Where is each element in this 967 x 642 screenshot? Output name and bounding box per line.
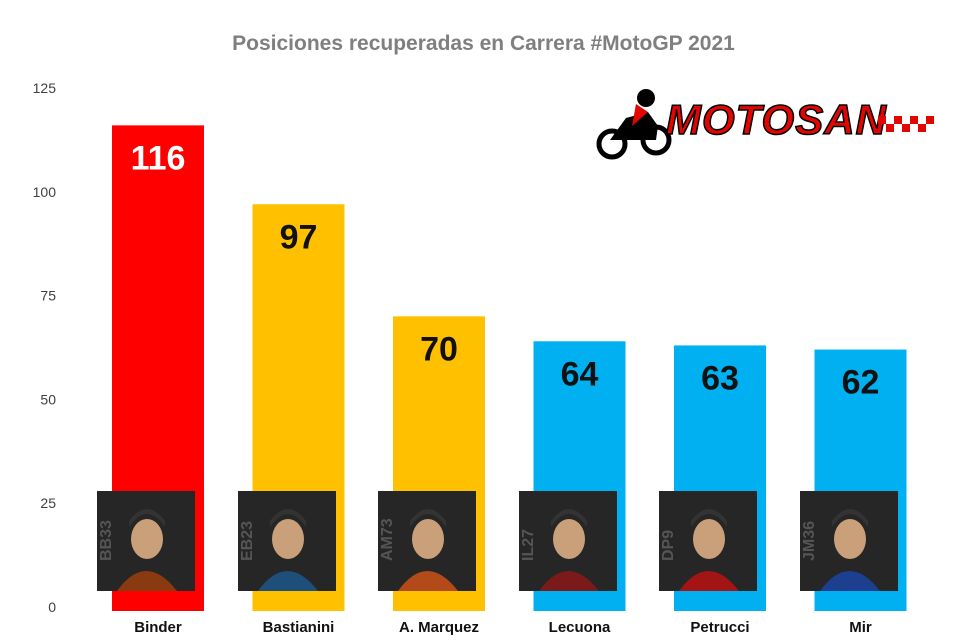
rider-number: BB33 bbox=[98, 520, 115, 561]
rider-number: JM36 bbox=[801, 521, 818, 561]
motosan-logo: MOTOSAN bbox=[596, 82, 946, 162]
rider-number: AM73 bbox=[379, 518, 396, 561]
bar-value-label: 116 bbox=[131, 139, 186, 177]
logo-text: MOTOSAN bbox=[665, 95, 887, 144]
category-label: A. Marquez bbox=[399, 619, 479, 636]
rider-number: IL27 bbox=[520, 529, 537, 561]
bar-value-label: 70 bbox=[420, 330, 458, 368]
chart-title: Posiciones recuperadas en Carrera #MotoG… bbox=[232, 32, 735, 55]
bar-value-label: 63 bbox=[701, 359, 739, 397]
y-tick-label: 125 bbox=[33, 80, 57, 96]
category-label: Petrucci bbox=[690, 619, 749, 636]
rider-portrait: JM36 bbox=[799, 491, 898, 591]
y-tick-label: 100 bbox=[33, 184, 57, 200]
y-tick-label: 75 bbox=[40, 288, 56, 304]
category-label: Binder bbox=[134, 619, 182, 636]
rider-number: EB23 bbox=[239, 521, 256, 561]
bar-value-label: 62 bbox=[842, 364, 880, 402]
category-label: Lecuona bbox=[549, 619, 611, 636]
y-tick-label: 0 bbox=[48, 599, 56, 615]
rider-portrait: DP9 bbox=[659, 491, 757, 591]
rider-number: DP9 bbox=[660, 530, 677, 561]
bar-value-label: 64 bbox=[561, 355, 599, 393]
rider-portrait: IL27 bbox=[518, 491, 617, 591]
y-tick-label: 50 bbox=[40, 391, 56, 407]
checkered-flag-icon bbox=[878, 116, 934, 132]
rider-portrait: AM73 bbox=[378, 491, 476, 591]
rider-portrait: EB23 bbox=[237, 491, 336, 591]
rider-portrait: BB33 bbox=[97, 491, 195, 591]
category-label: Bastianini bbox=[263, 619, 335, 636]
bar-value-label: 97 bbox=[280, 218, 318, 256]
motorcycle-rider-icon bbox=[596, 89, 672, 160]
y-tick-label: 25 bbox=[40, 495, 56, 511]
category-label: Mir bbox=[849, 619, 872, 636]
